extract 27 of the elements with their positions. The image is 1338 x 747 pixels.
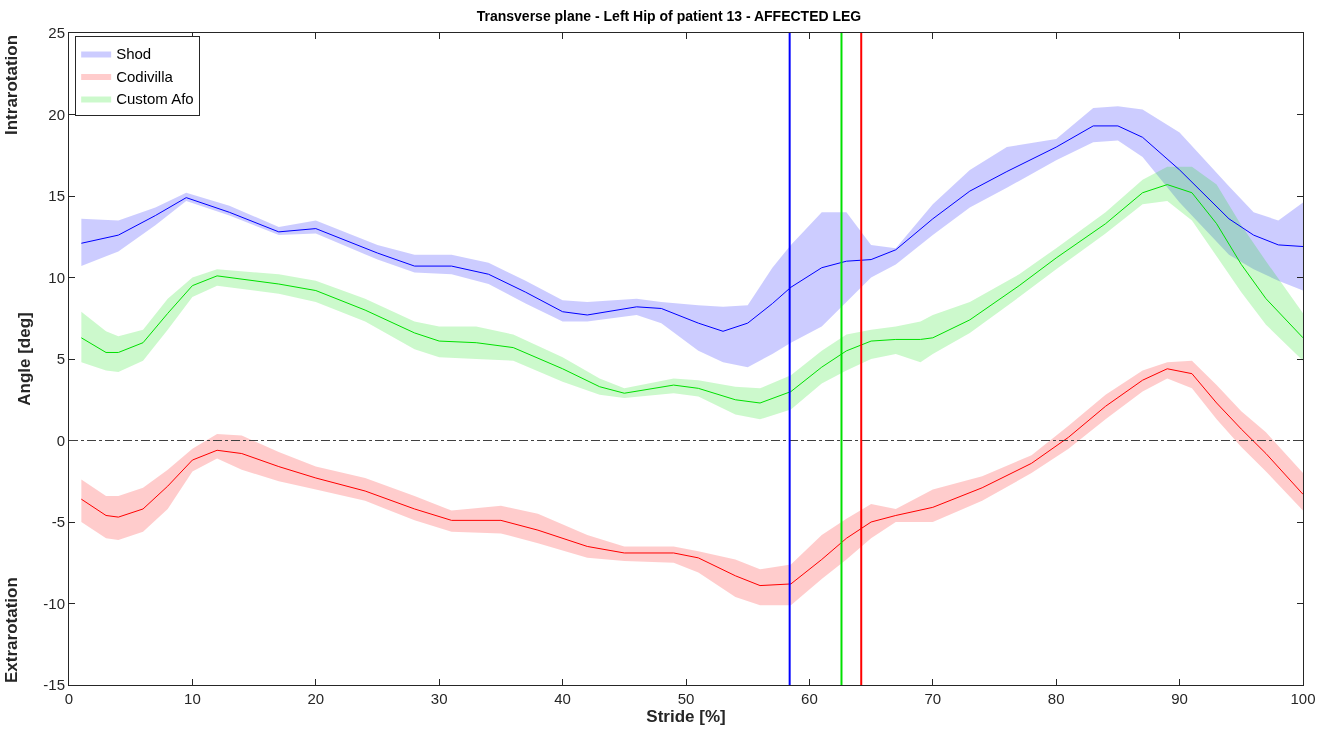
y-tick-label: -15 — [43, 676, 65, 694]
y-tick-label: -5 — [51, 513, 65, 531]
x-tick-label: 10 — [184, 690, 201, 707]
y-tick-label: 15 — [48, 187, 65, 205]
text: Intrarotation — [2, 34, 21, 135]
x-tick-label: 30 — [430, 690, 448, 707]
x-tick-label: 60 — [801, 690, 818, 707]
x-axis-title: Stride [%] — [646, 707, 726, 727]
y-tick-label: 25 — [48, 24, 65, 42]
x-tick-label: 80 — [1047, 690, 1065, 707]
legend-label: Codivilla — [116, 67, 174, 85]
x-tick-label: 40 — [554, 690, 571, 707]
y-tick-label: 20 — [48, 105, 65, 123]
x-tick-label: 90 — [1171, 690, 1188, 707]
y-tick-label: 10 — [48, 268, 65, 286]
legend-label: Shod — [116, 45, 152, 63]
y-tick-label: -10 — [43, 594, 65, 612]
y-tick-label: 5 — [56, 350, 65, 368]
legend-label: Custom Afo — [116, 90, 194, 108]
x-tick-label: 100 — [1290, 690, 1316, 707]
text: Extrarotation — [2, 577, 21, 683]
x-tick-label: 70 — [924, 690, 942, 707]
y-axis-title: Angle [deg] — [14, 312, 34, 406]
chart-title: Transverse plane - Left Hip of patient 13 - AFFECTED LEG — [476, 8, 862, 25]
y-tick-label: 0 — [56, 431, 65, 449]
x-tick-label: 50 — [677, 690, 695, 707]
x-tick-label: 20 — [307, 690, 325, 707]
